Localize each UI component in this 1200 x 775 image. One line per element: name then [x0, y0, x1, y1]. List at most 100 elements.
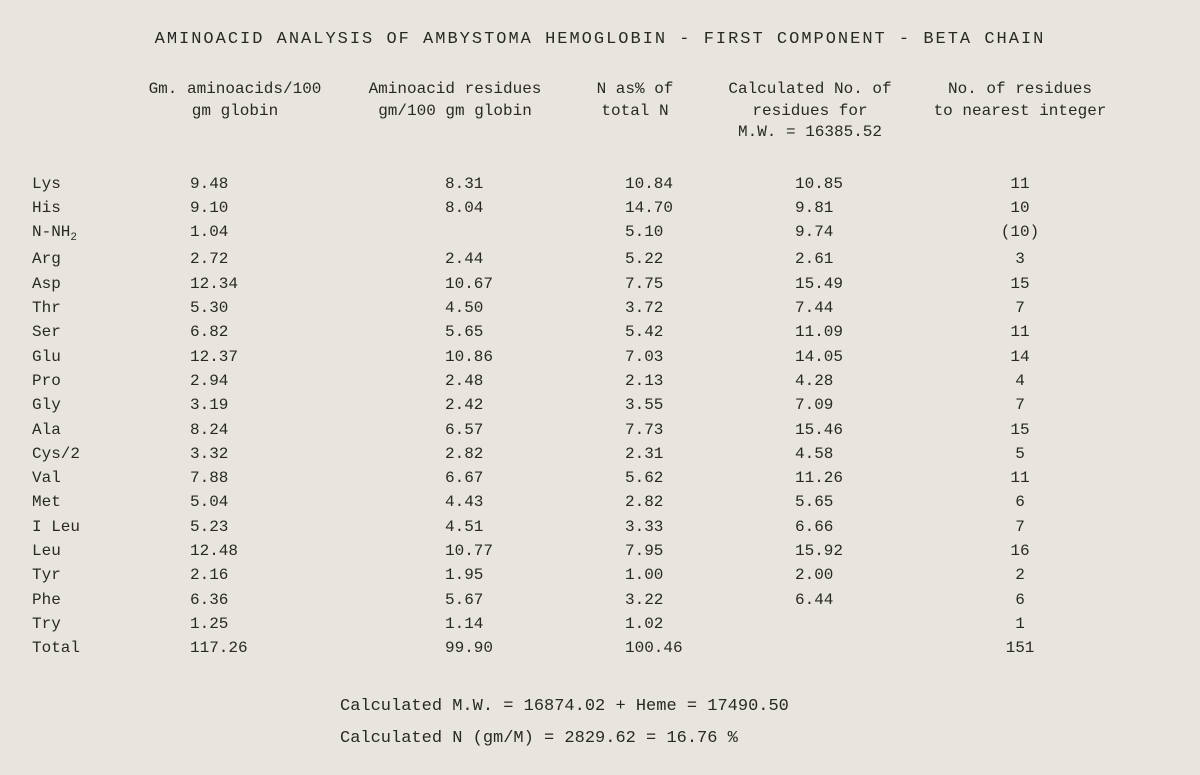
row-label: Asp [20, 272, 125, 296]
cell-c5: 15 [915, 272, 1125, 296]
cell-c1: 5.04 [125, 490, 345, 514]
document-title: AMINOACID ANALYSIS OF AMBYSTOMA HEMOGLOB… [20, 30, 1180, 49]
cell-c2: 2.82 [345, 442, 565, 466]
document-page: AMINOACID ANALYSIS OF AMBYSTOMA HEMOGLOB… [0, 0, 1200, 775]
cell-c5: 15 [915, 418, 1125, 442]
row-label: Try [20, 612, 125, 636]
row-label: Glu [20, 345, 125, 369]
calc-mw: Calculated M.W. = 16874.02 + Heme = 1749… [340, 691, 1180, 723]
cell-c5: 5 [915, 442, 1125, 466]
cell-c4: 11.26 [705, 466, 915, 490]
cell-c1: 2.94 [125, 369, 345, 393]
cell-c2: 6.57 [345, 418, 565, 442]
table-row: His9.108.0414.709.8110 [20, 196, 1180, 220]
cell-c3: 3.22 [565, 588, 705, 612]
cell-c1: 9.10 [125, 196, 345, 220]
cell-c1: 3.32 [125, 442, 345, 466]
cell-c1: 2.72 [125, 247, 345, 271]
row-label: I Leu [20, 515, 125, 539]
footer-calculations: Calculated M.W. = 16874.02 + Heme = 1749… [20, 691, 1180, 756]
calc-n: Calculated N (gm/M) = 2829.62 = 16.76 % [340, 723, 1180, 755]
cell-c3: 3.55 [565, 393, 705, 417]
table-row: I Leu5.234.513.336.667 [20, 515, 1180, 539]
cell-c3: 3.33 [565, 515, 705, 539]
cell-c1: 8.24 [125, 418, 345, 442]
cell-c2 [345, 220, 565, 247]
header-col1: Gm. aminoacids/100 gm globin [125, 79, 345, 144]
cell-c5: 4 [915, 369, 1125, 393]
header-text: gm/100 gm globin [378, 102, 532, 120]
table-row: Asp12.3410.677.7515.4915 [20, 272, 1180, 296]
cell-c5: 11 [915, 172, 1125, 196]
header-text: M.W. = 16385.52 [738, 123, 882, 141]
cell-c1: 1.25 [125, 612, 345, 636]
cell-c4: 2.61 [705, 247, 915, 271]
cell-c3: 5.42 [565, 320, 705, 344]
row-label: Lys [20, 172, 125, 196]
cell-c2: 2.44 [345, 247, 565, 271]
cell-c5: (10) [915, 220, 1125, 247]
cell-c1: 3.19 [125, 393, 345, 417]
row-label: Arg [20, 247, 125, 271]
row-label: His [20, 196, 125, 220]
row-label: N-NH2 [20, 220, 125, 247]
cell-c3: 7.03 [565, 345, 705, 369]
table-row: Thr5.304.503.727.447 [20, 296, 1180, 320]
cell-c3: 14.70 [565, 196, 705, 220]
table-row: Try1.251.141.02 1 [20, 612, 1180, 636]
header-col2: Aminoacid residues gm/100 gm globin [345, 79, 565, 144]
cell-c5: 3 [915, 247, 1125, 271]
cell-c4: 2.00 [705, 563, 915, 587]
cell-c2: 1.14 [345, 612, 565, 636]
header-text: Gm. aminoacids/100 [149, 80, 322, 98]
cell-c2: 8.31 [345, 172, 565, 196]
cell-c3: 7.73 [565, 418, 705, 442]
cell-c5: 1 [915, 612, 1125, 636]
cell-c4 [705, 636, 915, 660]
table-row: Val7.886.675.6211.2611 [20, 466, 1180, 490]
table-row: Met5.044.432.825.656 [20, 490, 1180, 514]
cell-c2: 4.50 [345, 296, 565, 320]
row-label: Tyr [20, 563, 125, 587]
cell-c5: 10 [915, 196, 1125, 220]
cell-c4: 9.74 [705, 220, 915, 247]
table-row: Cys/23.322.822.314.585 [20, 442, 1180, 466]
cell-c3: 5.10 [565, 220, 705, 247]
cell-c1: 12.34 [125, 272, 345, 296]
row-label: Ser [20, 320, 125, 344]
cell-c4: 5.65 [705, 490, 915, 514]
cell-c3: 1.00 [565, 563, 705, 587]
cell-c5: 11 [915, 466, 1125, 490]
header-text: Calculated No. of [728, 80, 891, 98]
row-label: Gly [20, 393, 125, 417]
row-label: Leu [20, 539, 125, 563]
table-row: Glu12.3710.867.0314.0514 [20, 345, 1180, 369]
cell-c3: 3.72 [565, 296, 705, 320]
cell-c3: 5.62 [565, 466, 705, 490]
cell-c1: 2.16 [125, 563, 345, 587]
cell-c4: 6.44 [705, 588, 915, 612]
cell-c4: 4.58 [705, 442, 915, 466]
cell-c2: 5.65 [345, 320, 565, 344]
cell-c4 [705, 612, 915, 636]
cell-c3: 10.84 [565, 172, 705, 196]
header-col4: Calculated No. of residues for M.W. = 16… [705, 79, 915, 144]
column-headers: Gm. aminoacids/100 gm globin Aminoacid r… [20, 79, 1180, 144]
cell-c4: 4.28 [705, 369, 915, 393]
cell-c1: 12.48 [125, 539, 345, 563]
cell-c2: 2.48 [345, 369, 565, 393]
cell-c1: 1.04 [125, 220, 345, 247]
table-row: Phe6.365.673.226.446 [20, 588, 1180, 612]
cell-c5: 6 [915, 588, 1125, 612]
row-label: Cys/2 [20, 442, 125, 466]
row-label: Thr [20, 296, 125, 320]
cell-c4: 15.92 [705, 539, 915, 563]
cell-c1: 6.82 [125, 320, 345, 344]
cell-c1: 12.37 [125, 345, 345, 369]
header-text: to nearest integer [934, 102, 1107, 120]
cell-c2: 8.04 [345, 196, 565, 220]
header-text: gm globin [192, 102, 278, 120]
cell-c4: 7.09 [705, 393, 915, 417]
cell-c3: 1.02 [565, 612, 705, 636]
cell-c5: 7 [915, 515, 1125, 539]
